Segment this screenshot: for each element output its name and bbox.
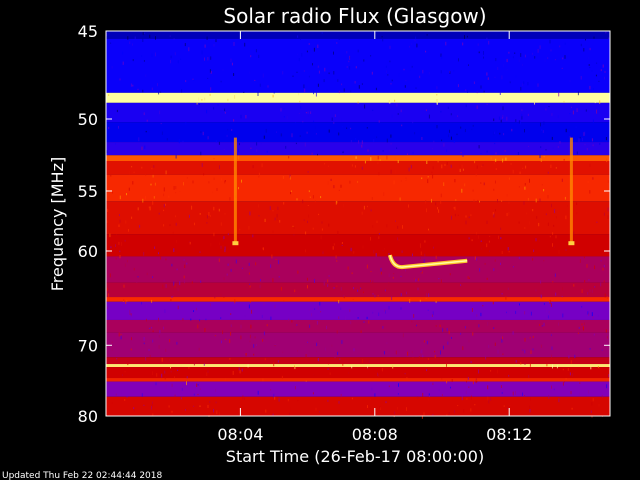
frequency-band-10: [106, 201, 610, 235]
frequency-band-16: [106, 319, 610, 333]
radio-spike-end-2: [568, 241, 575, 246]
y-tick-label-60: 60: [78, 242, 98, 261]
frequency-band-3: [106, 92, 610, 103]
frequency-band-1: [106, 31, 610, 39]
frequency-band-6: [106, 142, 610, 156]
radio-burst-core: [389, 254, 468, 268]
y-tick-label-55: 55: [78, 182, 98, 201]
frequency-band-20: [106, 367, 610, 379]
x-axis-label: Start Time (26-Feb-17 08:00:00): [226, 447, 484, 466]
spectrogram-texture: [106, 31, 611, 419]
x-tick-label-08:12: 08:12: [486, 425, 532, 444]
frequency-band-14: [106, 297, 610, 302]
frequency-band-2: [106, 38, 610, 93]
frequency-band-22: [106, 381, 610, 397]
y-tick-label-70: 70: [78, 336, 98, 355]
updated-timestamp: Updated Thu Feb 22 02:44:44 2018: [2, 471, 163, 480]
frequency-band-17: [106, 332, 610, 358]
frequency-band-12: [106, 256, 610, 283]
chart-title: Solar radio Flux (Glasgow): [223, 4, 486, 28]
radio-spike-end-1: [232, 241, 239, 246]
y-tick-label-50: 50: [78, 110, 98, 129]
y-tick-label-45: 45: [78, 22, 98, 41]
x-tick-label-08:04: 08:04: [217, 425, 263, 444]
y-axis-label: Frequency [MHz]: [48, 157, 67, 291]
frequency-band-19: [106, 364, 610, 368]
frequency-band-4: [106, 102, 610, 123]
radio-spike-2: [569, 137, 573, 244]
frequency-band-18: [106, 357, 610, 365]
frequency-band-11: [106, 234, 610, 257]
x-tick-label-08:08: 08:08: [352, 425, 398, 444]
frequency-band-15: [106, 301, 610, 320]
frequency-band-5: [106, 122, 610, 143]
frequency-band-8: [106, 161, 610, 175]
radio-spike-1: [233, 137, 237, 244]
frequency-band-7: [106, 155, 610, 161]
frequency-band-21: [106, 378, 610, 382]
plot-frame: [105, 30, 611, 417]
y-tick-label-80: 80: [78, 407, 98, 426]
frequency-band-23: [106, 396, 610, 416]
frequency-band-9: [106, 174, 610, 202]
